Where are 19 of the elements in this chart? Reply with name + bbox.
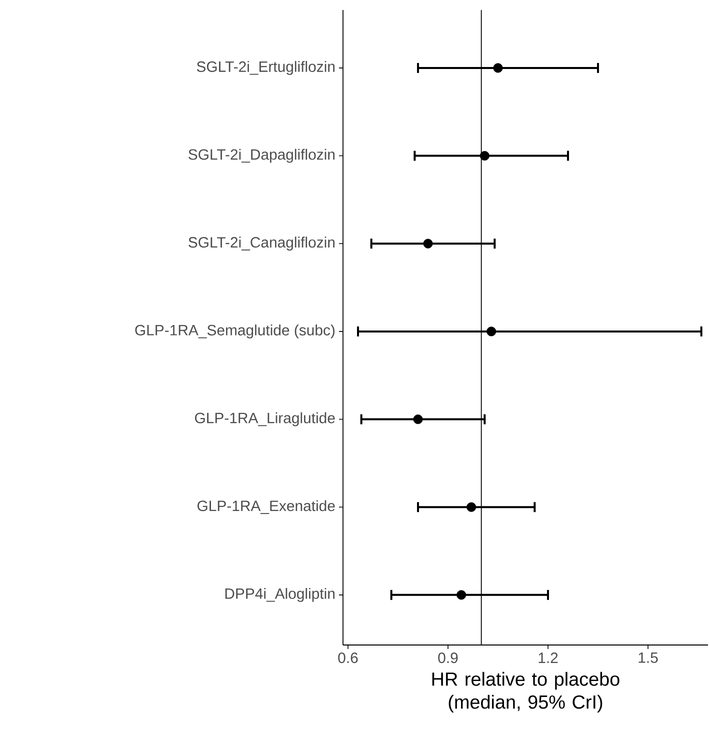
x-tick-label: 0.6 xyxy=(338,652,358,664)
point xyxy=(423,238,433,248)
y-tick-label: GLP-1RA_Liraglutide xyxy=(195,412,335,426)
y-tick-label: GLP-1RA_Exenatide xyxy=(198,500,335,514)
y-tick-label: GLP-1RA_Semaglutide (subc) xyxy=(135,324,335,338)
point xyxy=(413,414,423,424)
x-tick-label: 1.2 xyxy=(538,652,558,663)
point xyxy=(456,590,466,600)
point xyxy=(486,326,496,336)
point xyxy=(493,63,503,73)
y-tick-label: SGLT-2i_Dapagliflozin xyxy=(188,148,334,163)
x-tick-label: 1.5 xyxy=(638,652,658,663)
point xyxy=(466,502,476,512)
y-tick-label: DPP4i_Alogliptin xyxy=(225,588,334,602)
x-axis-title: HR relative to placebo (median, 95% CrI) xyxy=(432,672,620,712)
x-tick-label: 0.9 xyxy=(438,652,458,664)
y-tick-label: SGLT-2i_Canagliflozin xyxy=(188,236,334,251)
y-tick-label: SGLT-2i_Ertugliflozin xyxy=(196,60,334,75)
point xyxy=(480,151,490,161)
